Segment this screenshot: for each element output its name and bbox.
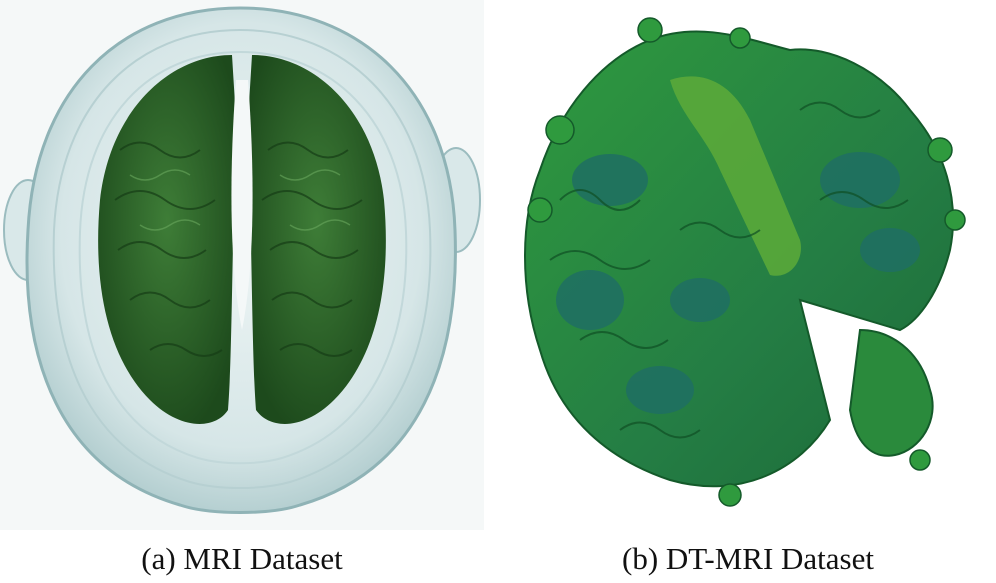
right-hemisphere-tissue	[248, 55, 386, 424]
teal-shading-patches	[556, 152, 920, 414]
mri-dataset-image	[0, 0, 484, 530]
head-contour-ring	[52, 28, 432, 489]
dt-mri-dataset-image	[500, 0, 996, 530]
mri-head-rendering	[3, 6, 481, 514]
brain-surface	[524, 30, 954, 488]
tissue-folds-texture	[114, 141, 363, 357]
left-hemisphere-tissue	[98, 55, 237, 424]
caption-mri-dataset: (a) MRI Dataset	[141, 541, 343, 576]
lower-right-lobe	[848, 328, 934, 457]
head-contour-ring	[78, 50, 408, 465]
caption-dt-mri-dataset: (b) DT-MRI Dataset	[622, 541, 874, 576]
dt-mri-brain-rendering	[524, 17, 966, 507]
central-highlight-band	[670, 76, 801, 276]
surface-folds	[549, 101, 909, 439]
midline-gap	[231, 80, 253, 330]
